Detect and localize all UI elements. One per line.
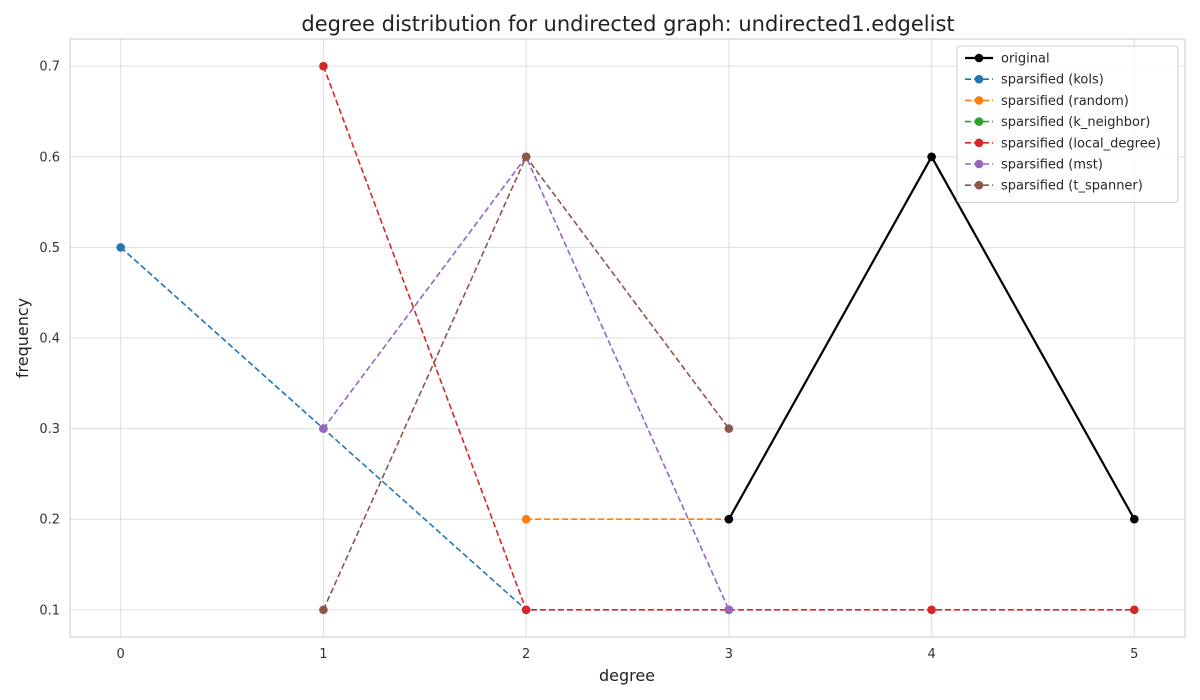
data-point-original [927,152,936,162]
y-tick-label: 0.7 [39,60,60,75]
legend-entry: sparsified (mst) [965,158,1103,173]
y-tick-label: 0.1 [39,603,60,618]
data-point-sparsified-local-degree [319,61,328,71]
legend-label: sparsified (local_degree) [1001,136,1161,151]
legend-marker [974,74,984,84]
data-point-sparsified-local-degree [1130,605,1139,615]
legend-label: sparsified (k_neighbor) [1001,115,1150,130]
legend-label: original [1001,52,1050,67]
legend-entry: sparsified (k_neighbor) [965,115,1150,130]
legend-marker [974,117,984,126]
data-point-sparsified-kols [116,243,125,252]
y-tick-label: 0.4 [39,332,60,347]
series-sparsified-t-spanner [319,152,734,615]
tick-labels: 0 1 2 3 4 5 0.1 0.2 0.3 0.4 0.5 0.6 0.7 [39,60,1138,662]
chart-title: degree distribution for undirected graph… [301,12,954,36]
legend-marker [974,138,984,148]
x-tick-label: 3 [725,647,733,662]
legend-entry: sparsified (t_spanner) [965,179,1143,194]
data-point-sparsified-mst [319,424,328,433]
x-tick-label: 0 [117,647,125,662]
legend-label: sparsified (mst) [1001,158,1103,173]
data-point-original [1130,514,1139,524]
legend-marker [974,96,984,105]
y-tick-label: 0.5 [39,241,60,256]
legend: original sparsified (kols) sparsified (ran… [956,45,1179,203]
data-point-sparsified-local-degree [521,605,531,615]
x-axis-label: degree [599,666,655,685]
legend-entry: original [965,52,1050,67]
data-point-sparsified-mst [724,605,734,615]
legend-entry: sparsified (random) [965,94,1129,109]
series-line-sparsified-local-degree [322,65,1135,611]
series-layer [116,61,1139,615]
plot-area-frame [69,38,1186,638]
legend-marker [974,159,984,169]
legend-entry: sparsified (kols) [965,73,1104,88]
data-point-original [724,514,734,524]
legend-box [956,45,1179,203]
x-tick-label: 1 [319,647,327,662]
data-point-sparsified-t-spanner [724,424,734,433]
series-original [724,152,1139,524]
y-axis-label: frequency [13,298,32,378]
y-tick-label: 0.2 [39,513,60,528]
legend-marker [974,53,984,63]
legend-marker [974,180,984,190]
series-line-sparsified-mst [322,155,730,611]
data-point-sparsified-t-spanner [319,605,328,615]
y-tick-label: 0.6 [39,150,60,165]
legend-entry: sparsified (local_degree) [965,136,1161,151]
x-tick-label: 4 [927,647,935,662]
legend-label: sparsified (t_spanner) [1001,179,1143,194]
data-point-sparsified-random [521,514,531,524]
y-tick-label: 0.3 [39,422,60,437]
x-tick-label: 2 [522,647,530,662]
data-point-sparsified-local-degree [927,605,936,615]
legend-label: sparsified (kols) [1001,73,1104,88]
data-point-sparsified-t-spanner [521,152,531,162]
x-tick-label: 5 [1130,647,1138,662]
legend-label: sparsified (random) [1001,94,1129,109]
